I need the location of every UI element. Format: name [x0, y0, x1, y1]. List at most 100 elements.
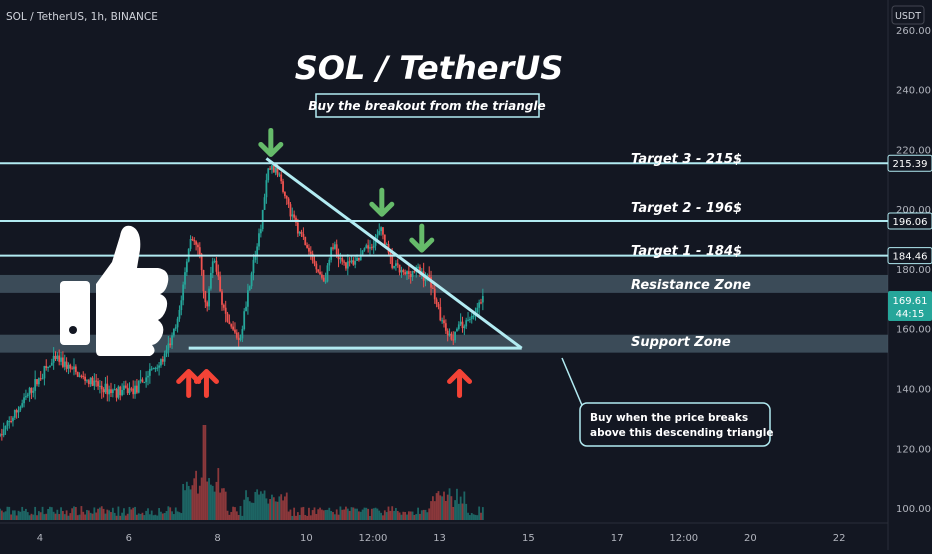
candle-body [248, 286, 251, 291]
candle-body [456, 328, 458, 332]
volume-bar [407, 511, 410, 520]
volume-bar [271, 494, 273, 520]
volume-bar [428, 508, 431, 520]
volume-bar [62, 511, 64, 520]
candle-body [365, 245, 368, 249]
x-tick-label: 15 [522, 533, 535, 544]
candle-body [32, 390, 35, 393]
volume-layer [0, 425, 484, 520]
price-axis[interactable]: 100.00 120.00 140.00 160.00 180.00 200.00 220.… [896, 26, 931, 515]
volume-bar [448, 488, 451, 520]
volume-bar [10, 514, 12, 520]
badge-last-price: 169.61 [893, 296, 928, 307]
candle-body [247, 290, 249, 307]
candle-body [424, 276, 427, 281]
candle-body [93, 380, 96, 386]
badge-countdown: 44:15 [896, 309, 925, 320]
volume-bar [350, 507, 353, 520]
candle-body [234, 329, 236, 333]
candle-body [432, 287, 434, 289]
candle-body [82, 376, 85, 378]
volume-bar [84, 514, 86, 520]
time-axis[interactable]: 4 6 8 10 12:00 13 15 17 12:00 20 22 [37, 533, 846, 544]
volume-bar [295, 515, 297, 520]
candle-body [402, 270, 405, 273]
volume-bar [248, 501, 251, 520]
volume-bar [132, 507, 135, 520]
candle-body [221, 291, 223, 305]
candle-body [102, 389, 105, 393]
volume-bar [432, 496, 434, 520]
thumbs-up-icon [60, 225, 169, 356]
y-tick-label: 100.00 [896, 504, 931, 515]
candle-body [272, 165, 275, 173]
volume-bar [422, 509, 425, 520]
candle-body [304, 236, 307, 246]
volume-bar [335, 509, 338, 520]
candle-body [306, 245, 308, 248]
volume-bar [465, 503, 468, 520]
volume-bar [237, 514, 240, 520]
volume-bar [470, 513, 473, 520]
candle-body [352, 260, 355, 265]
candle-body [235, 332, 238, 338]
volume-bar [278, 496, 281, 520]
currency-button[interactable] [891, 5, 925, 25]
volume-bar [97, 508, 99, 520]
candle-body [420, 271, 423, 273]
main-title: SOL / TetherUS [295, 49, 564, 87]
volume-bar [419, 513, 421, 520]
volume-bar [154, 514, 157, 520]
volume-bar [52, 511, 55, 520]
candle-body [202, 270, 205, 292]
volume-bar [37, 511, 40, 520]
volume-bar [280, 494, 283, 520]
candle-body [108, 389, 111, 395]
volume-bar [341, 509, 344, 520]
symbol-title[interactable]: SOL / TetherUS, 1h, BINANCE [6, 11, 158, 23]
candle-body [317, 269, 320, 272]
volume-bar [267, 503, 270, 520]
target1-label: Target 1 - 184$ [631, 244, 742, 259]
candle-body [58, 355, 61, 362]
candle-body [8, 421, 11, 423]
volume-bar [54, 513, 57, 520]
volume-bar [173, 514, 175, 520]
badge-target1: 184.46 [893, 252, 928, 263]
up-arrow-icon-3-head [447, 369, 473, 385]
candle-body [369, 247, 371, 249]
candle-body [396, 263, 399, 265]
candle-body [459, 321, 462, 325]
volume-bar [443, 491, 445, 520]
candle-body [409, 274, 412, 278]
candle-body [382, 227, 384, 235]
volume-bar [141, 512, 144, 520]
candle-body [12, 417, 14, 422]
candle-body [23, 397, 25, 404]
volume-bar [235, 511, 238, 520]
candle-body [219, 276, 222, 292]
candle-body [359, 254, 362, 261]
volume-bar [222, 488, 225, 520]
volume-bar [282, 500, 284, 520]
volume-bar [467, 512, 469, 520]
candle-body [174, 327, 177, 329]
candle-body [143, 382, 146, 384]
candle-body [89, 377, 92, 385]
candle-body [178, 309, 181, 319]
volume-bar [396, 511, 399, 520]
candle-body [269, 168, 271, 170]
volume-bar [165, 511, 168, 520]
candle-body [4, 425, 7, 430]
volume-bar [298, 514, 301, 520]
candle-body [206, 302, 209, 307]
candle-body [287, 198, 290, 205]
candle-body [74, 366, 77, 372]
volume-bar [47, 508, 49, 520]
volume-bar [265, 498, 268, 520]
candle-body [296, 222, 299, 234]
volume-bar [332, 512, 334, 520]
candle-body [193, 239, 196, 242]
volume-bar [12, 510, 14, 520]
volume-bar [28, 515, 31, 520]
